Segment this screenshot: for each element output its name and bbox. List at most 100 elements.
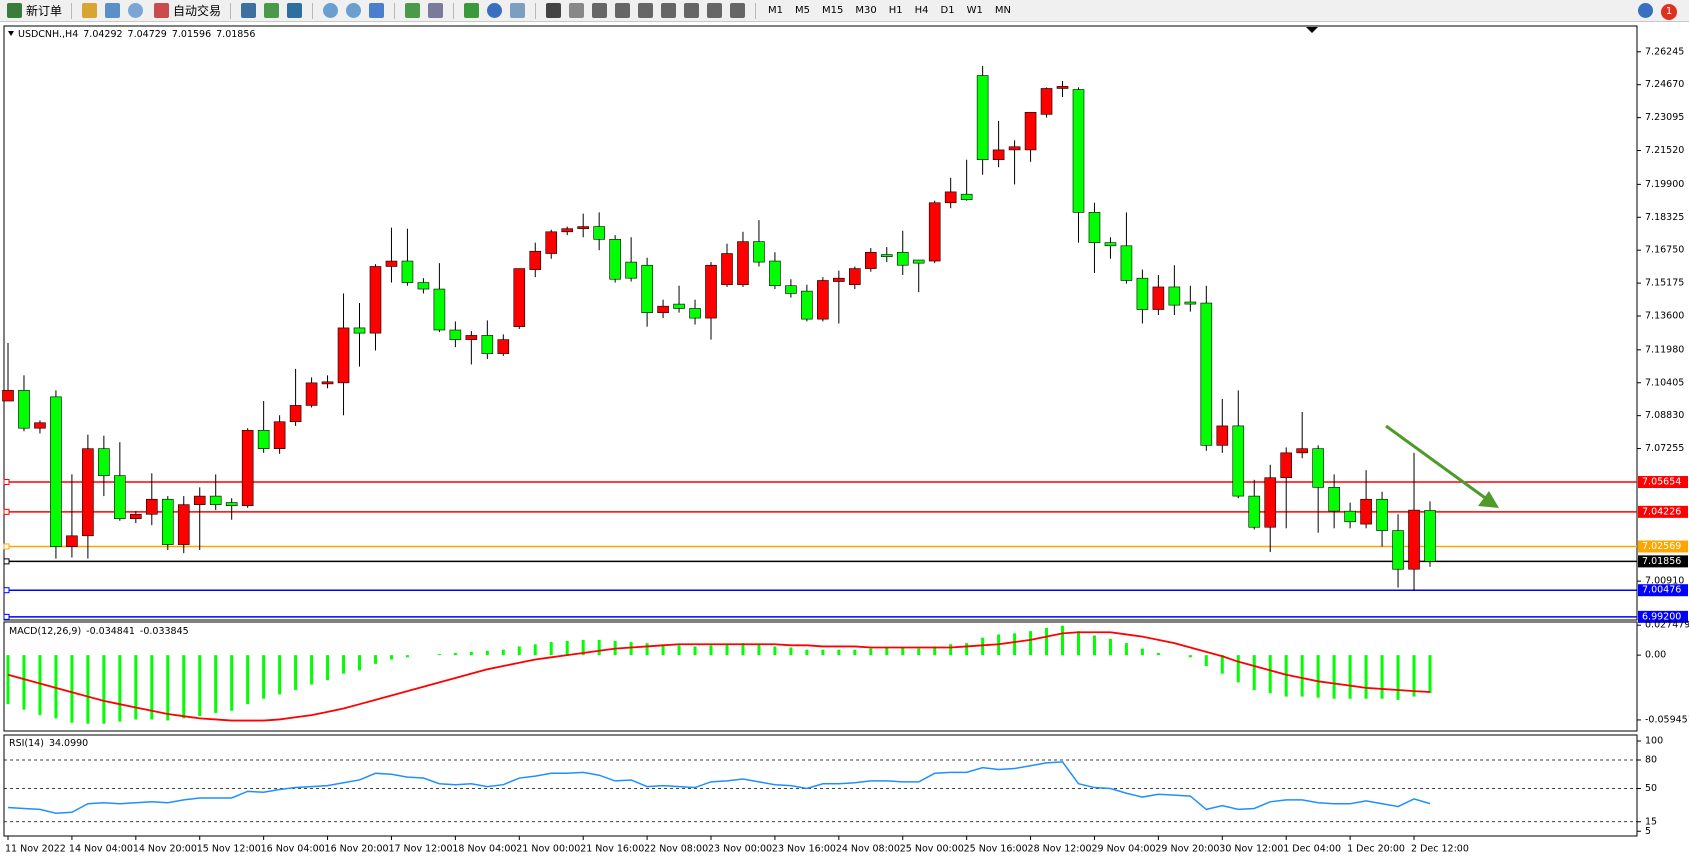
candle-body: [321, 381, 334, 385]
candle-body: [1024, 111, 1037, 151]
level-label: 7.05654: [1642, 477, 1681, 488]
y-tick-label: 100: [1645, 736, 1663, 747]
candle-body: [785, 285, 797, 294]
candle-body: [1184, 301, 1197, 305]
candle-body: [2, 390, 14, 402]
timeframe-button[interactable]: W1: [966, 5, 983, 16]
icon[interactable]: [405, 3, 421, 18]
icon[interactable]: [661, 3, 677, 18]
candle-body: [1056, 86, 1069, 89]
icon[interactable]: [346, 3, 362, 18]
timeframe-button[interactable]: M5: [795, 5, 811, 16]
rsi-panel: [3, 734, 1638, 837]
icon[interactable]: [730, 3, 746, 18]
candle-body: [593, 226, 605, 240]
level-label: 7.04226: [1642, 506, 1681, 517]
candle-body: [1280, 452, 1293, 479]
indicator-value: 34.0990: [49, 738, 88, 749]
level-handle: [3, 543, 10, 550]
candle-body: [481, 335, 494, 354]
candle-body: [705, 264, 717, 319]
candle-body: [880, 254, 893, 257]
level-label: 6.99200: [1642, 611, 1681, 622]
candle-body: [1216, 425, 1229, 446]
candle-body: [98, 448, 110, 476]
icon[interactable]: [487, 3, 503, 18]
icon[interactable]: [615, 3, 631, 18]
icon[interactable]: [264, 3, 280, 18]
candle-body: [193, 495, 206, 505]
candle-body: [737, 241, 749, 285]
candle-body: [369, 266, 382, 334]
icon[interactable]: [592, 3, 608, 18]
timeframe-button[interactable]: M1: [768, 5, 784, 16]
y-tick-label: 7.24670: [1645, 79, 1684, 90]
annotation-arrow-head: [1478, 491, 1499, 508]
icon[interactable]: [569, 3, 585, 18]
candle-body: [721, 253, 733, 285]
timeframe-button[interactable]: M15: [822, 5, 844, 16]
candle-body: [801, 290, 813, 320]
x-tick-label: 1 Dec 20:00: [1347, 844, 1405, 855]
candle-body: [1040, 88, 1053, 115]
timeframe-button[interactable]: D1: [940, 5, 955, 16]
candle-body: [465, 335, 478, 340]
y-tick-label: 15: [1645, 816, 1657, 827]
icon[interactable]: [105, 3, 121, 18]
icon[interactable]: [464, 3, 480, 18]
level-label: 7.01856: [1642, 556, 1681, 567]
timeframe-button[interactable]: MN: [994, 5, 1011, 16]
alerts[interactable]: 1: [1657, 2, 1677, 20]
search-icon[interactable]: [1638, 3, 1653, 18]
candle-body: [1328, 487, 1340, 512]
candle-body: [1376, 498, 1388, 531]
candle-body: [928, 202, 941, 262]
icon[interactable]: [684, 3, 700, 18]
timeframe-button[interactable]: H4: [914, 5, 929, 16]
y-tick-label: 0.027479: [1645, 620, 1689, 631]
candle-body: [417, 282, 430, 290]
x-tick-label: 14 Nov 04:00: [69, 844, 133, 855]
x-tick-label: 24 Nov 08:00: [836, 844, 900, 855]
ohlc-value: 7.01856: [216, 29, 255, 40]
candle-body: [1152, 286, 1165, 310]
candle-body: [1424, 510, 1436, 562]
auto-trading-button[interactable]: 自动交易: [147, 2, 224, 19]
level-label-bg: [1638, 555, 1688, 568]
candle-body: [1296, 448, 1308, 454]
x-tick-label: 30 Nov 12:00: [1219, 844, 1283, 855]
icon[interactable]: [128, 3, 144, 18]
level-handle: [3, 508, 10, 515]
icon[interactable]: [287, 3, 303, 18]
y-tick-label: 0.00: [1645, 650, 1666, 661]
annotation-arrow: [1385, 424, 1489, 502]
icon[interactable]: [323, 3, 339, 18]
icon[interactable]: [707, 3, 723, 18]
icon[interactable]: [638, 3, 654, 18]
candle-body: [1136, 277, 1149, 310]
candle-body: [385, 260, 398, 267]
level-handle: [3, 587, 10, 594]
icon[interactable]: [369, 3, 385, 18]
icon[interactable]: [241, 3, 257, 18]
icon[interactable]: [546, 3, 562, 18]
icon[interactable]: [428, 3, 444, 18]
alert-badge: 1: [1661, 3, 1677, 20]
candle-body: [769, 260, 781, 287]
timeframe-button[interactable]: H1: [888, 5, 903, 16]
candle-body: [1344, 510, 1356, 523]
candle-body: [992, 149, 1005, 161]
candle-body: [401, 260, 414, 283]
timeframe-button[interactable]: M30: [855, 5, 877, 16]
candle-body: [130, 513, 142, 519]
candle-body: [50, 396, 62, 547]
y-tick-label: 7.13600: [1645, 311, 1684, 322]
separator: [230, 2, 232, 19]
icon[interactable]: [510, 3, 526, 18]
icon[interactable]: [82, 3, 98, 18]
x-tick-label: 18 Nov 04:00: [452, 844, 516, 855]
new-order-button[interactable]: 新订单: [0, 2, 65, 19]
candle-body: [225, 502, 238, 507]
shift-marker: [1306, 27, 1318, 33]
